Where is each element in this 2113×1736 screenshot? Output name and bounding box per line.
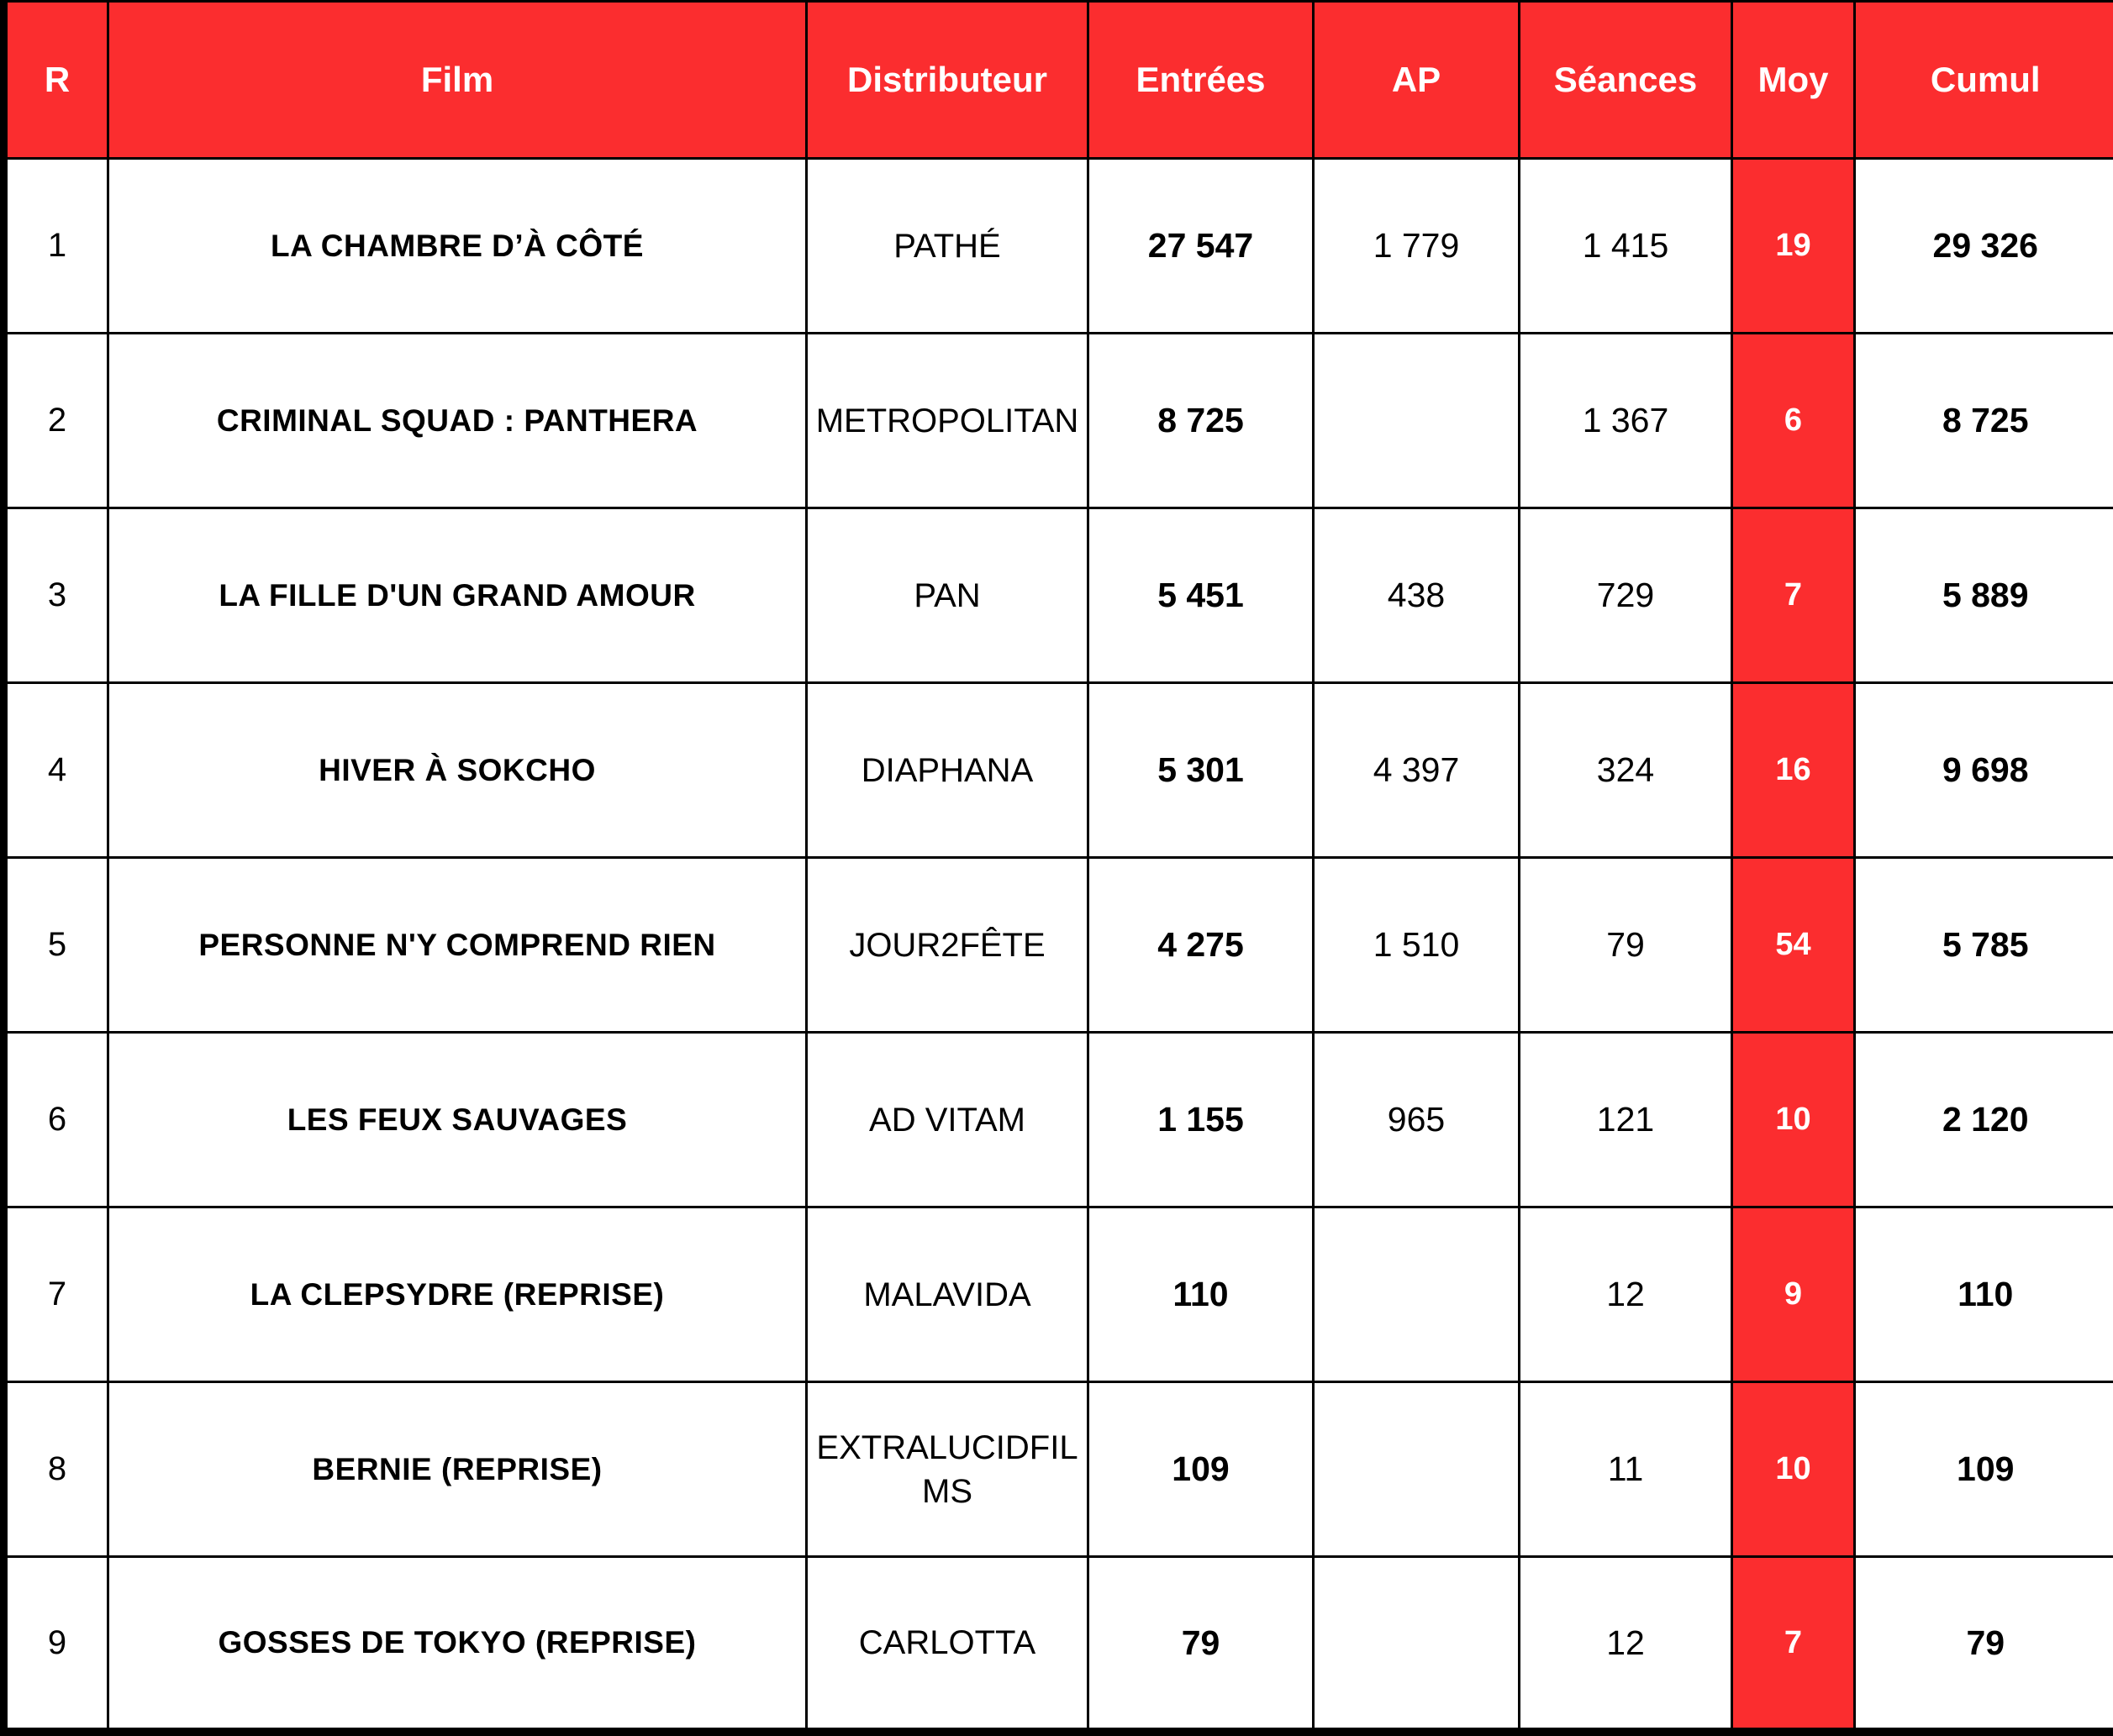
cell-r: 6 bbox=[3, 1031, 109, 1209]
column-header-seances: Séances bbox=[1518, 0, 1733, 160]
cell-entrees: 109 bbox=[1087, 1381, 1315, 1559]
cell-distributor: METROPOLITAN bbox=[805, 332, 1089, 510]
cell-film: LES FEUX SAUVAGES bbox=[107, 1031, 808, 1209]
cell-distributor: CARLOTTA bbox=[805, 1555, 1089, 1733]
cell-ap: 1 779 bbox=[1312, 156, 1520, 335]
cell-cumul: 79 bbox=[1853, 1555, 2113, 1733]
cell-moy: 6 bbox=[1731, 332, 1856, 510]
cell-seances: 12 bbox=[1518, 1555, 1733, 1733]
cell-entrees: 5 451 bbox=[1087, 507, 1315, 685]
cell-distributor: JOUR2FÊTE bbox=[805, 856, 1089, 1034]
cell-film: BERNIE (REPRISE) bbox=[107, 1381, 808, 1559]
cell-cumul: 5 785 bbox=[1853, 856, 2113, 1034]
cell-cumul: 29 326 bbox=[1853, 156, 2113, 335]
cell-moy: 10 bbox=[1731, 1381, 1856, 1559]
cell-entrees: 27 547 bbox=[1087, 156, 1315, 335]
cell-seances: 1 415 bbox=[1518, 156, 1733, 335]
cell-seances: 1 367 bbox=[1518, 332, 1733, 510]
cell-film: GOSSES DE TOKYO (REPRISE) bbox=[107, 1555, 808, 1733]
column-header-cumul: Cumul bbox=[1853, 0, 2113, 160]
table-row: 7 LA CLEPSYDRE (REPRISE) MALAVIDA 110 12 9 110 bbox=[3, 1206, 2113, 1384]
table-row: 3 LA FILLE D'UN GRAND AMOUR PAN 5 451 438 729… bbox=[3, 507, 2113, 685]
cell-cumul: 110 bbox=[1853, 1206, 2113, 1384]
cell-film: LA CHAMBRE D’À CÔTÉ bbox=[107, 156, 808, 335]
cell-distributor: AD VITAM bbox=[805, 1031, 1089, 1209]
cell-seances: 324 bbox=[1518, 681, 1733, 860]
table-row: 5 PERSONNE N'Y COMPREND RIEN JOUR2FÊTE 4 27… bbox=[3, 856, 2113, 1034]
cell-entrees: 8 725 bbox=[1087, 332, 1315, 510]
cell-r: 3 bbox=[3, 507, 109, 685]
table-row: 9 GOSSES DE TOKYO (REPRISE) CARLOTTA 79 12 7 7… bbox=[3, 1555, 2113, 1733]
column-header-film: Film bbox=[107, 0, 808, 160]
header-row: R Film Distributeur Entrées AP Séances M… bbox=[3, 0, 2113, 160]
cell-cumul: 9 698 bbox=[1853, 681, 2113, 860]
cell-cumul: 8 725 bbox=[1853, 332, 2113, 510]
cell-distributor: PATHÉ bbox=[805, 156, 1089, 335]
cell-distributor: EXTRALUCIDFILMS bbox=[805, 1381, 1089, 1559]
cell-moy: 9 bbox=[1731, 1206, 1856, 1384]
cell-ap: 4 397 bbox=[1312, 681, 1520, 860]
cell-ap: 965 bbox=[1312, 1031, 1520, 1209]
column-header-distributor: Distributeur bbox=[805, 0, 1089, 160]
cell-moy: 54 bbox=[1731, 856, 1856, 1034]
cell-r: 8 bbox=[3, 1381, 109, 1559]
table-body: 1 LA CHAMBRE D’À CÔTÉ PATHÉ 27 547 1 779 1 41… bbox=[3, 156, 2113, 1733]
table-header: R Film Distributeur Entrées AP Séances M… bbox=[3, 0, 2113, 160]
cell-entrees: 1 155 bbox=[1087, 1031, 1315, 1209]
cell-ap: 1 510 bbox=[1312, 856, 1520, 1034]
cell-seances: 79 bbox=[1518, 856, 1733, 1034]
cell-seances: 11 bbox=[1518, 1381, 1733, 1559]
column-header-entrees: Entrées bbox=[1087, 0, 1315, 160]
cell-distributor: DIAPHANA bbox=[805, 681, 1089, 860]
cell-film: LA CLEPSYDRE (REPRISE) bbox=[107, 1206, 808, 1384]
cell-r: 4 bbox=[3, 681, 109, 860]
cell-distributor: MALAVIDA bbox=[805, 1206, 1089, 1384]
column-header-moy: Moy bbox=[1731, 0, 1856, 160]
cell-r: 5 bbox=[3, 856, 109, 1034]
cell-entrees: 4 275 bbox=[1087, 856, 1315, 1034]
table-row: 1 LA CHAMBRE D’À CÔTÉ PATHÉ 27 547 1 779 1 41… bbox=[3, 156, 2113, 335]
cell-film: LA FILLE D'UN GRAND AMOUR bbox=[107, 507, 808, 685]
cell-r: 2 bbox=[3, 332, 109, 510]
cell-moy: 7 bbox=[1731, 507, 1856, 685]
cell-cumul: 2 120 bbox=[1853, 1031, 2113, 1209]
cell-ap bbox=[1312, 1555, 1520, 1733]
table-row: 4 HIVER À SOKCHO DIAPHANA 5 301 4 397 324 16 9 … bbox=[3, 681, 2113, 860]
table-row: 6 LES FEUX SAUVAGES AD VITAM 1 155 965 121 10 2… bbox=[3, 1031, 2113, 1209]
cell-r: 7 bbox=[3, 1206, 109, 1384]
cell-ap: 438 bbox=[1312, 507, 1520, 685]
cell-moy: 10 bbox=[1731, 1031, 1856, 1209]
cell-entrees: 79 bbox=[1087, 1555, 1315, 1733]
cell-r: 9 bbox=[3, 1555, 109, 1733]
cell-cumul: 5 889 bbox=[1853, 507, 2113, 685]
cell-ap bbox=[1312, 1206, 1520, 1384]
table-row: 8 BERNIE (REPRISE) EXTRALUCIDFILMS 109 11 10 1… bbox=[3, 1381, 2113, 1559]
table-row: 2 CRIMINAL SQUAD : PANTHERA METROPOLITAN 8 … bbox=[3, 332, 2113, 510]
cell-entrees: 110 bbox=[1087, 1206, 1315, 1384]
cell-film: PERSONNE N'Y COMPREND RIEN bbox=[107, 856, 808, 1034]
cell-ap bbox=[1312, 332, 1520, 510]
cell-film: HIVER À SOKCHO bbox=[107, 681, 808, 860]
cell-seances: 729 bbox=[1518, 507, 1733, 685]
cell-ap bbox=[1312, 1381, 1520, 1559]
cell-moy: 19 bbox=[1731, 156, 1856, 335]
cell-cumul: 109 bbox=[1853, 1381, 2113, 1559]
cell-moy: 16 bbox=[1731, 681, 1856, 860]
column-header-ap: AP bbox=[1312, 0, 1520, 160]
column-header-rank: R bbox=[3, 0, 109, 160]
cell-moy: 7 bbox=[1731, 1555, 1856, 1733]
cell-entrees: 5 301 bbox=[1087, 681, 1315, 860]
cell-r: 1 bbox=[3, 156, 109, 335]
cell-distributor: PAN bbox=[805, 507, 1089, 685]
cell-seances: 121 bbox=[1518, 1031, 1733, 1209]
cell-seances: 12 bbox=[1518, 1206, 1733, 1384]
cell-film: CRIMINAL SQUAD : PANTHERA bbox=[107, 332, 808, 510]
